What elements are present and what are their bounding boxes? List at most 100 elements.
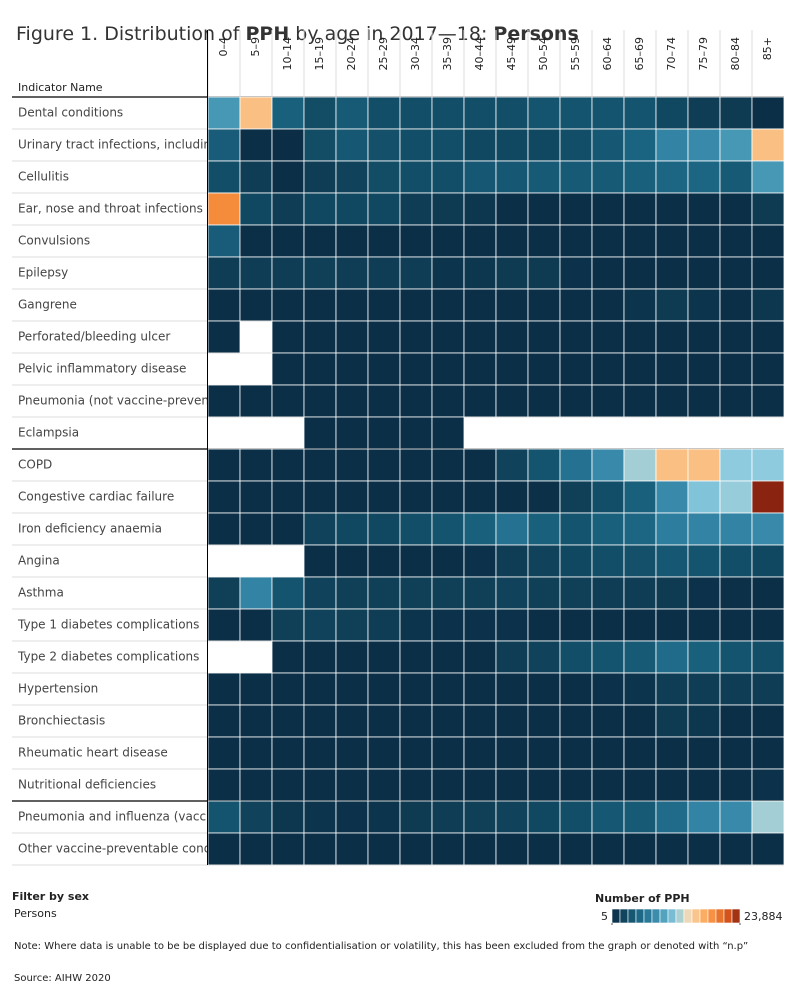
heatmap-cell [751,288,785,322]
heatmap-cell [271,192,305,226]
heatmap-cell [591,704,625,738]
heatmap-cell [719,448,753,482]
heatmap-cell [591,608,625,642]
heatmap-cell [495,352,529,386]
heatmap-cell [687,160,721,194]
legend-swatch [715,908,725,924]
heatmap-cell [591,320,625,354]
heatmap-cell [399,256,433,290]
heatmap-cell [495,288,529,322]
heatmap-cell [207,576,241,610]
heatmap-cell [431,800,465,834]
heatmap-cell [719,288,753,322]
x-tick-label: 60–64 [601,37,614,71]
heatmap-cell [271,576,305,610]
heatmap-cell [687,512,721,546]
heatmap-cell [687,640,721,674]
heatmap-cell [719,384,753,418]
heatmap-cell [719,224,753,258]
heatmap-cell [559,256,593,290]
heatmap-cell [495,544,529,578]
y-tick-label: Iron deficiency anaemia [18,522,162,536]
heatmap-cell [431,448,465,482]
heatmap-cell [623,704,657,738]
heatmap-cell [463,544,497,578]
heatmap-cell [431,704,465,738]
x-tick-label: 50–54 [537,37,550,71]
heatmap-cell [399,832,433,866]
heatmap-cell [655,160,689,194]
legend-swatch [659,908,669,924]
heatmap-cell [463,672,497,706]
heatmap-cell [623,288,657,322]
heatmap-cell [399,384,433,418]
heatmap-cell [495,256,529,290]
y-tick-label: COPD [18,458,52,472]
heatmap-cell [495,576,529,610]
heatmap-cell [367,352,401,386]
heatmap-cell [591,640,625,674]
heatmap-cell [431,512,465,546]
heatmap-cell [303,96,337,130]
heatmap-cell [367,256,401,290]
heatmap-cell [655,448,689,482]
heatmap-cell [303,832,337,866]
heatmap-cell [559,672,593,706]
heatmap-cell [559,352,593,386]
heatmap-cell [303,608,337,642]
y-tick-label: Gangrene [18,298,77,312]
heatmap-cell [527,576,561,610]
heatmap-cell [207,224,241,258]
heatmap-cell [399,448,433,482]
heatmap-cell [431,672,465,706]
filter-value[interactable]: Persons [14,907,57,920]
heatmap-cell [463,160,497,194]
heatmap-cell [687,576,721,610]
heatmap-cell [399,288,433,322]
heatmap-cell [399,704,433,738]
heatmap-cell [431,608,465,642]
heatmap-cell [399,160,433,194]
heatmap-cell [527,608,561,642]
x-tick-label: 80–84 [729,37,742,71]
heatmap-cell [495,736,529,770]
heatmap-cell [495,768,529,802]
heatmap-cell [271,384,305,418]
heatmap-cell [687,352,721,386]
heatmap-cell [591,576,625,610]
heatmap-cell [559,640,593,674]
heatmap-cell [591,256,625,290]
heatmap-cell [687,384,721,418]
heatmap-cell [399,192,433,226]
y-tick-label: Eclampsia [18,426,79,440]
heatmap-cell [303,576,337,610]
heatmap-cell [335,192,369,226]
y-tick-label: Pneumonia and influenza (vacci.. [18,810,217,824]
heatmap-cell [655,256,689,290]
heatmap-cell [431,288,465,322]
heatmap-cell [239,192,273,226]
heatmap-cell [655,832,689,866]
heatmap-cell [271,128,305,162]
heatmap-cell [719,544,753,578]
heatmap-cell [431,128,465,162]
chart-title: Figure 1. Distribution of PPH by age in … [16,23,579,45]
heatmap-cell [687,800,721,834]
heatmap-cell [751,768,785,802]
heatmap-cell [751,800,785,834]
heatmap-cell [367,704,401,738]
heatmap-cell [463,704,497,738]
heatmap-cell [335,672,369,706]
heatmap-cell [591,192,625,226]
heatmap-cell [687,832,721,866]
heatmap-cell [335,640,369,674]
heatmap-cell [303,352,337,386]
title-part: by age in 2017—18: [289,23,493,45]
heatmap-cell [335,160,369,194]
heatmap-cell [463,352,497,386]
heatmap-cell [335,576,369,610]
legend-swatch [611,908,621,924]
heatmap-cell [399,416,433,450]
heatmap-cell [207,320,241,354]
heatmap-cell [271,288,305,322]
